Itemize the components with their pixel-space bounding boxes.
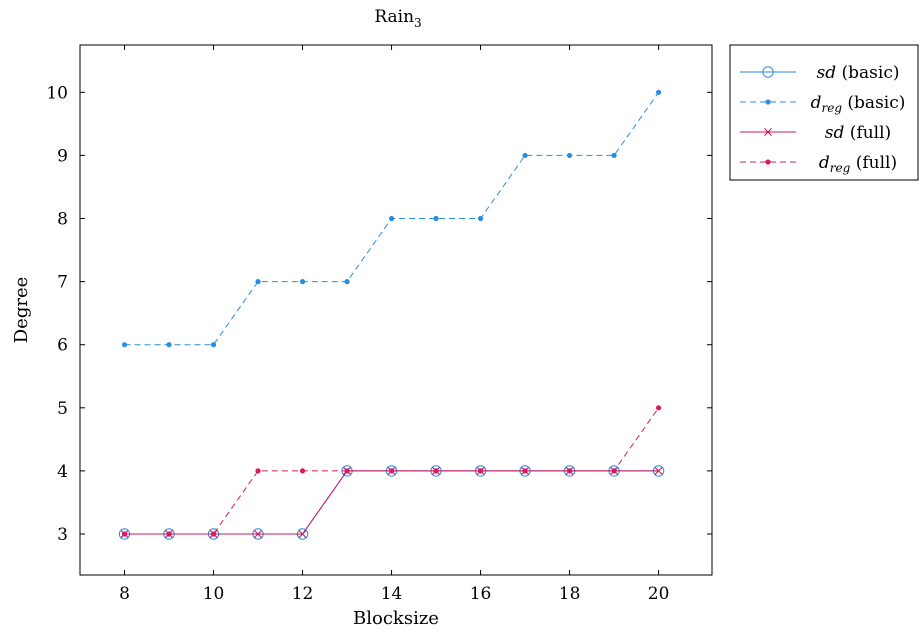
data-point <box>166 342 172 348</box>
chart-title-base: Rain <box>374 7 414 27</box>
legend-label-math: d <box>819 153 830 173</box>
legend-item: sd (full) <box>740 123 891 143</box>
legend: sd (basic)dreg (basic)sd (full)dreg (ful… <box>729 44 919 181</box>
data-point <box>388 468 395 474</box>
series-0 <box>118 465 665 540</box>
series-line <box>124 470 659 535</box>
legend-label: sd (full) <box>825 123 891 143</box>
legend-label: sd (basic) <box>817 63 900 83</box>
legend-label-rest: (basic) <box>842 93 905 113</box>
legend-label: dreg (basic) <box>811 93 906 115</box>
legend-item: dreg (full) <box>740 153 897 175</box>
data-point <box>433 215 439 222</box>
data-point <box>299 279 306 285</box>
data-point <box>655 405 662 411</box>
series-3 <box>121 405 662 537</box>
x-tick-label: 18 <box>559 584 581 604</box>
legend-label-rest: (full) <box>850 153 897 173</box>
data-point <box>121 342 128 348</box>
legend-item: sd (basic) <box>740 63 899 83</box>
y-tick-label: 9 <box>57 146 68 166</box>
data-point <box>654 466 663 475</box>
y-axis-label: Degree <box>11 277 32 344</box>
y-tick-label: 8 <box>57 210 68 230</box>
data-point <box>762 66 774 78</box>
data-point <box>388 215 395 222</box>
series-line <box>124 470 659 535</box>
x-tick-label: 10 <box>203 584 225 604</box>
x-axis: 8 10 12 14 16 18 20 <box>119 45 669 604</box>
y-tick-label: 6 <box>57 336 68 356</box>
y-axis: 3 4 5 6 7 8 9 10 <box>46 83 712 545</box>
x-tick-label: 12 <box>292 584 314 604</box>
y-tick-label: 7 <box>57 273 68 293</box>
data-point <box>433 468 439 474</box>
data-point <box>298 529 307 538</box>
chart-title-sub: 3 <box>414 16 422 30</box>
data-point <box>566 468 573 474</box>
legend-label-math: sd <box>825 123 845 143</box>
data-point <box>255 279 261 285</box>
data-point <box>477 215 484 222</box>
data-point <box>254 529 263 538</box>
data-point <box>344 468 350 474</box>
y-tick-label: 10 <box>46 83 68 103</box>
data-point <box>765 159 771 165</box>
series-1 <box>121 89 662 348</box>
legend-frame <box>729 44 919 181</box>
y-tick-label: 5 <box>57 399 68 419</box>
data-point <box>655 89 662 95</box>
data-point <box>166 531 172 537</box>
data-point <box>210 342 217 348</box>
data-point <box>522 468 528 474</box>
data-point <box>210 531 217 537</box>
legend-label: dreg (full) <box>819 153 897 175</box>
legend-label-rest: (full) <box>844 123 891 143</box>
data-point <box>477 468 484 474</box>
chart-title: Rain3 <box>374 7 421 30</box>
data-point <box>611 468 617 474</box>
x-tick-label: 16 <box>470 584 492 604</box>
legend-label-sub: reg <box>830 161 851 175</box>
x-tick-label: 14 <box>381 584 403 604</box>
legend-label-sub: reg <box>821 101 842 115</box>
data-point <box>121 531 128 537</box>
data-point <box>566 152 573 159</box>
data-point <box>522 152 528 159</box>
data-point <box>764 128 772 136</box>
y-tick-label: 4 <box>57 462 68 482</box>
legend-label-math: sd <box>817 63 837 83</box>
series-layer <box>118 89 665 540</box>
data-point <box>344 279 350 285</box>
x-tick-label: 8 <box>119 584 130 604</box>
y-tick-label: 3 <box>57 525 68 545</box>
x-tick-label: 20 <box>648 584 670 604</box>
legend-label-rest: (basic) <box>836 63 899 83</box>
plot-frame <box>79 44 713 576</box>
data-point <box>765 99 771 105</box>
data-point <box>611 152 617 159</box>
data-point <box>299 468 306 474</box>
series-2 <box>120 466 663 538</box>
legend-item: dreg (basic) <box>740 93 905 115</box>
x-axis-label: Blocksize <box>353 608 439 629</box>
legend-label-math: d <box>811 93 822 113</box>
data-point <box>255 468 261 474</box>
